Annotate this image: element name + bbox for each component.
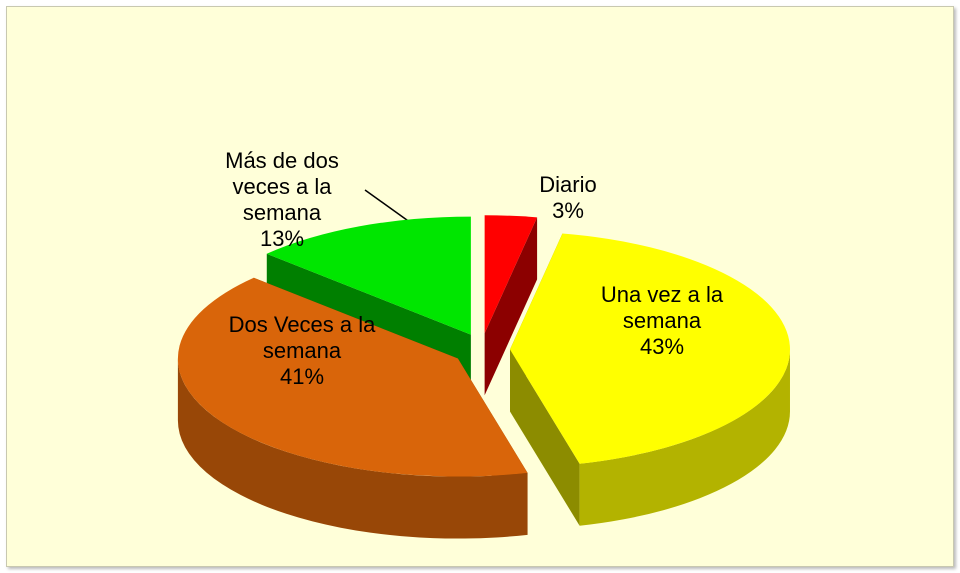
slice-side xyxy=(177,358,528,539)
category-label: Diario xyxy=(539,172,597,197)
category-label: Una vez a la semana xyxy=(600,282,724,333)
value-label: 3% xyxy=(552,198,584,223)
slice-label: Dos Veces a la semana 41% xyxy=(217,312,387,390)
slice xyxy=(509,233,790,464)
slice-label: Una vez a la semana 43% xyxy=(577,282,747,360)
slice-side xyxy=(579,349,790,526)
category-label: Más de dos veces a la semana xyxy=(225,148,339,225)
slice-label: Más de dos veces a la semana 13% xyxy=(197,148,367,252)
slice-edge xyxy=(484,217,538,396)
slice xyxy=(266,216,471,335)
category-label: Dos Veces a la semana xyxy=(228,312,376,363)
value-label: 13% xyxy=(259,226,305,251)
slice-edge xyxy=(509,349,580,526)
slice xyxy=(177,277,528,477)
value-label: 41% xyxy=(279,364,325,389)
value-label: 43% xyxy=(639,334,685,359)
slice xyxy=(484,215,538,334)
slice-label: Diario 3% xyxy=(483,172,653,224)
